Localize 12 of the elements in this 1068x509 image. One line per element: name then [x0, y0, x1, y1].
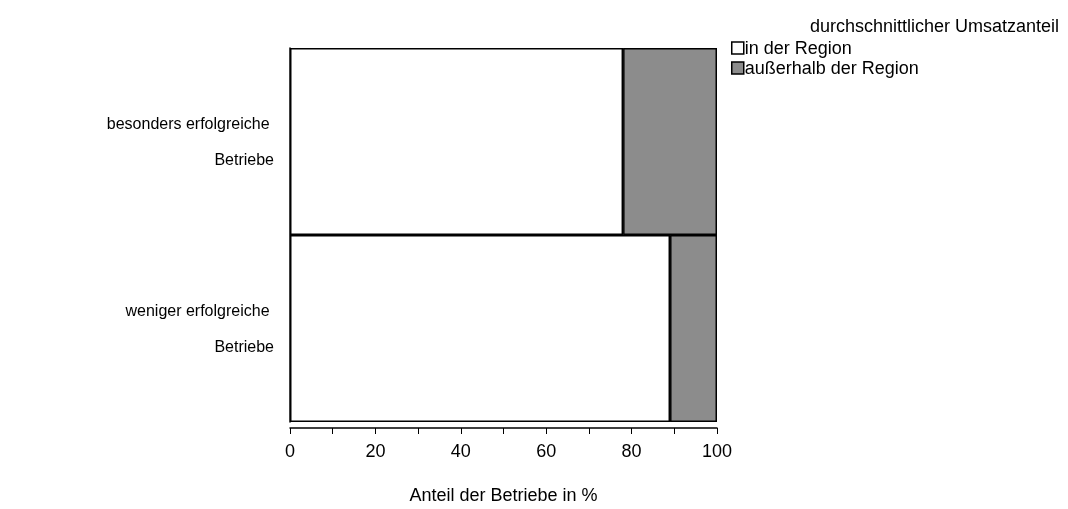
legend-label: in der Region — [744, 38, 852, 58]
y-tick-label: weniger erfolgreiche Betriebe — [124, 302, 275, 355]
x-tick-label: 60 — [536, 441, 557, 461]
y-tick-label: besonders erfolgreiche Betriebe — [106, 115, 275, 168]
x-tick-label: 80 — [621, 441, 642, 461]
x-tick-label: 0 — [284, 441, 296, 461]
x-tick-label: 40 — [450, 441, 471, 461]
legend-label: außerhalb der Region — [744, 58, 919, 78]
x-axis-title: Anteil der Betriebe in % — [409, 485, 598, 505]
legend-title: durchschnittlicher Umsatzanteil — [809, 16, 1060, 36]
x-tick-label: 100 — [701, 441, 733, 461]
x-tick-label: 20 — [365, 441, 386, 461]
